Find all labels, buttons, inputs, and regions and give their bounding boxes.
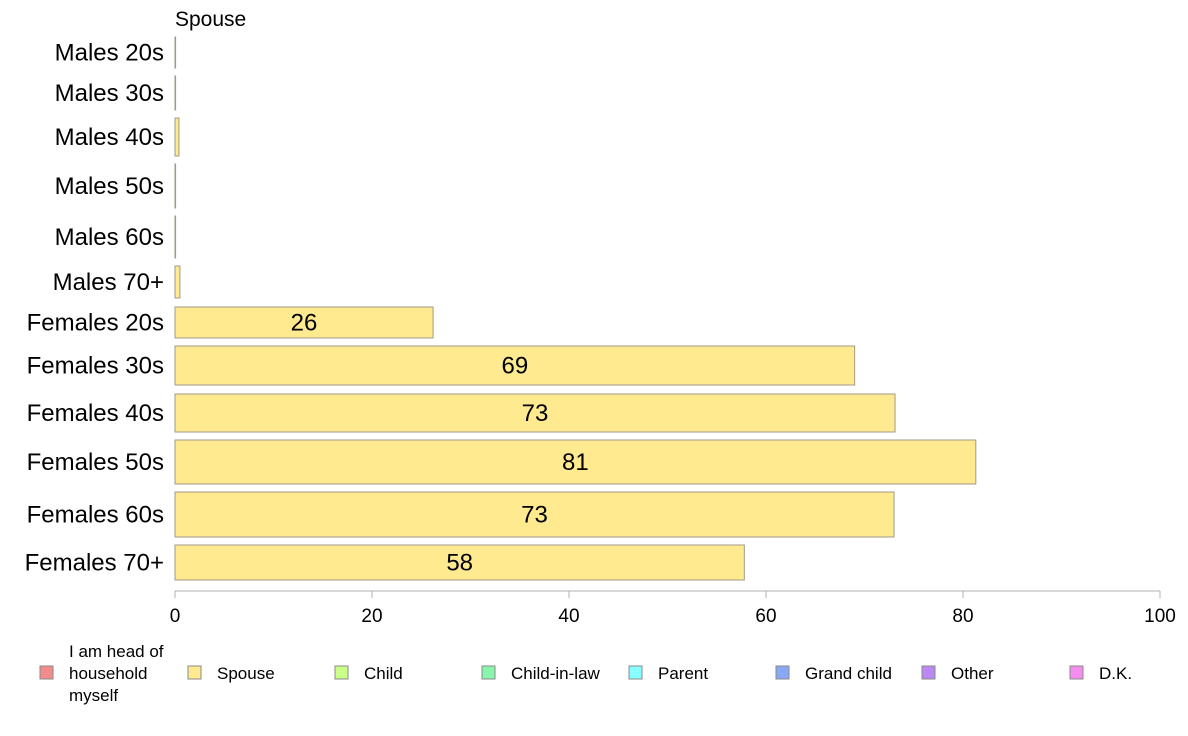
- legend-swatch: [921, 665, 936, 680]
- legend-label: Parent: [658, 664, 708, 683]
- legend-swatch: [1069, 665, 1084, 680]
- category-label: Females 40s: [27, 400, 164, 427]
- bar: [174, 215, 177, 259]
- legend-label: Other: [951, 664, 994, 683]
- category-label: Females 30s: [27, 353, 164, 380]
- legend: I am head of household myself Spouse Child Ch…: [39, 642, 1132, 705]
- category-label: Males 40s: [55, 124, 164, 151]
- x-tick-label: 100: [1144, 606, 1176, 627]
- category-label: Males 70+: [53, 269, 164, 296]
- legend-item: Parent: [628, 664, 708, 683]
- legend-item: Spouse: [187, 664, 275, 683]
- legend-item: Child: [334, 664, 403, 683]
- data-label: 73: [521, 502, 548, 529]
- x-axis: 0 20 40 60 80 100: [170, 590, 1176, 627]
- category-label: Males 50s: [55, 173, 164, 200]
- category-label: Males 20s: [55, 40, 164, 67]
- legend-item: Other: [921, 664, 994, 683]
- legend-label: I am head of household myself: [69, 642, 164, 705]
- bar: [174, 439, 977, 485]
- bars-group: Males 20s Males 30s Males 40s Males 50s Male…: [25, 36, 977, 581]
- legend-item: Child-in-law: [481, 664, 601, 683]
- data-label: 69: [501, 353, 528, 380]
- category-label: Females 50s: [27, 449, 164, 476]
- bar: [174, 265, 181, 299]
- x-tick-label: 80: [952, 606, 973, 627]
- legend-item: I am head of household myself: [39, 642, 164, 705]
- bar: [174, 393, 896, 433]
- legend-swatch: [481, 665, 496, 680]
- category-label: Females 20s: [27, 310, 164, 337]
- bar: [174, 163, 177, 209]
- bar: [174, 36, 177, 69]
- legend-item: D.K.: [1069, 664, 1132, 683]
- legend-label: Spouse: [217, 664, 275, 683]
- category-label: Males 60s: [55, 224, 164, 251]
- bar: [174, 117, 180, 157]
- data-label: 81: [562, 449, 589, 476]
- bar: [174, 306, 434, 339]
- legend-swatch: [187, 665, 202, 680]
- x-tick-label: 60: [755, 606, 776, 627]
- legend-label: D.K.: [1099, 664, 1132, 683]
- x-tick-label: 40: [558, 606, 579, 627]
- bar: [174, 345, 856, 386]
- bar: [174, 75, 177, 111]
- data-label: 26: [291, 310, 318, 337]
- legend-label: Grand child: [805, 664, 892, 683]
- category-label: Females 70+: [25, 550, 164, 577]
- legend-swatch: [39, 665, 54, 680]
- x-tick-label: 0: [170, 606, 181, 627]
- legend-swatch: [334, 665, 349, 680]
- bar: [174, 544, 745, 581]
- legend-label: Child-in-law: [511, 664, 601, 683]
- data-label: 73: [522, 400, 549, 427]
- x-tick-label: 20: [361, 606, 382, 627]
- legend-swatch: [628, 665, 643, 680]
- legend-swatch: [775, 665, 790, 680]
- data-label: 58: [446, 550, 473, 577]
- bar: [174, 491, 895, 538]
- chart-title: Spouse: [175, 8, 246, 31]
- legend-item: Grand child: [775, 664, 892, 683]
- category-label: Females 60s: [27, 502, 164, 529]
- legend-label: Child: [364, 664, 403, 683]
- category-label: Males 30s: [55, 80, 164, 107]
